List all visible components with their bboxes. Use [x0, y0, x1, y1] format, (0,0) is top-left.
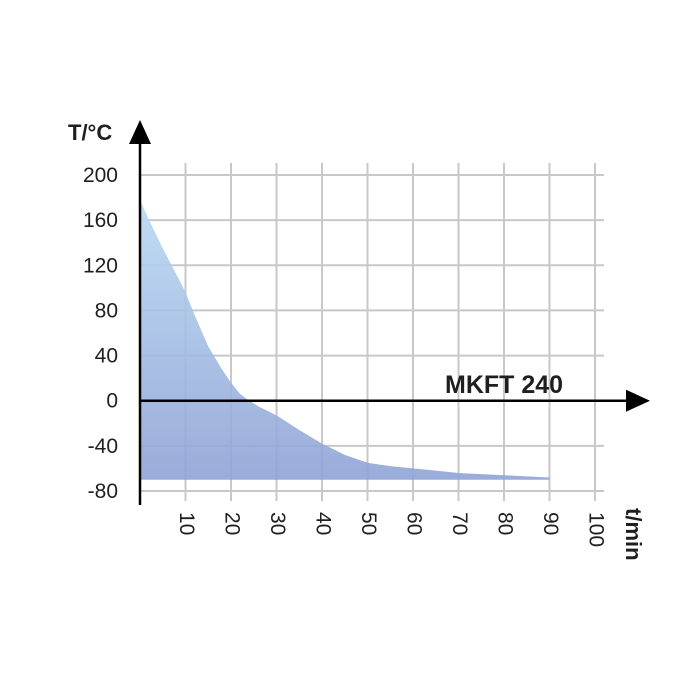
tick-labels: 200 160 120 80 40 0 -40 -80 10 20 30 40 50 60 70 80 90 10…	[83, 164, 608, 547]
x-tick-label: 50	[357, 512, 380, 535]
x-axis-label: t/min	[621, 508, 646, 561]
y-tick-label: 80	[95, 299, 118, 322]
x-tick-label: 100	[584, 512, 607, 547]
y-tick-label: 160	[83, 209, 118, 232]
series-area	[140, 199, 550, 480]
y-axis-arrow-icon	[129, 120, 151, 144]
x-tick-label: 70	[448, 512, 471, 535]
grid	[140, 163, 604, 501]
x-tick-label: 60	[402, 512, 425, 535]
x-tick-label: 30	[266, 512, 289, 535]
y-tick-label: 120	[83, 254, 118, 277]
y-tick-label: 40	[95, 345, 118, 368]
y-axis-label: T/°C	[68, 120, 112, 145]
axes	[129, 120, 650, 505]
x-tick-label: 90	[539, 512, 562, 535]
y-tick-label: -80	[88, 480, 118, 503]
y-tick-label: 200	[83, 164, 118, 187]
model-label: MKFT 240	[445, 371, 563, 399]
x-tick-label: 40	[311, 512, 334, 535]
x-tick-label: 10	[175, 512, 198, 535]
x-axis-arrow-icon	[626, 389, 650, 412]
x-tick-label: 80	[493, 512, 516, 535]
y-tick-label: 0	[106, 390, 118, 413]
labels: T/°C MKFT 240 t/min	[68, 120, 646, 561]
x-tick-label: 20	[220, 512, 243, 535]
y-tick-label: -40	[88, 435, 118, 458]
series-area-group	[140, 199, 550, 480]
